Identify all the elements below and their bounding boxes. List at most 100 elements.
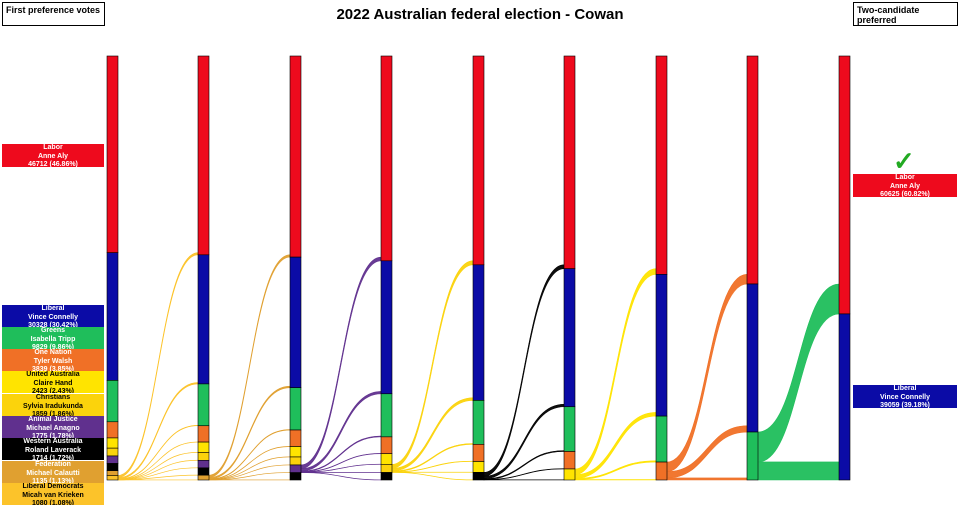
bar-round9-liberal <box>838 313 851 481</box>
candidate-label: United Australia Claire Hand 2423 (2.43%) <box>2 371 104 393</box>
flow-animal-justice-to-one-nation <box>300 453 382 473</box>
winner-check-icon: ✓ <box>893 146 915 176</box>
bar-round6-liberal <box>563 268 576 408</box>
flow-one-nation-to-greens <box>666 477 748 481</box>
final-label: 39059 (39.18%) <box>880 402 930 409</box>
candidate-party: Liberal <box>41 305 65 312</box>
candidate-label: Liberal Democrats Micah van Krieken 1080 (… <box>2 483 104 505</box>
bar-round1-united-australia <box>106 437 119 449</box>
bar-round1-one-nation <box>106 421 119 439</box>
bar-round6-greens <box>563 406 576 452</box>
candidate-label: Animal Justice Michael Anagno 1775 (1.78%) <box>2 416 104 438</box>
final-party: Liberal <box>893 385 917 392</box>
bar-round4-western-australia <box>380 472 393 481</box>
candidate-label: 9829 (9.86%) <box>31 344 75 349</box>
final-name: Anne Aly <box>889 182 921 190</box>
candidate-party: United Australia <box>26 371 80 378</box>
candidate-name: Micah van Krieken <box>22 491 84 499</box>
candidate-party: One Nation <box>34 349 72 356</box>
bar-round1-liberal <box>106 252 119 381</box>
bar-round2-united-australia <box>197 441 210 453</box>
bar-round8-greens <box>746 431 759 481</box>
bar-round9-labor <box>838 55 851 315</box>
candidate-label: Western Australia Roland Laverack 1714 (1.… <box>2 438 104 460</box>
flow-federation-to-greens <box>208 429 291 480</box>
final-candidate-label: Liberal Vince Connelly 39059 (39.18%) <box>853 385 957 409</box>
candidate-label: 1859 (1.86%) <box>31 411 75 416</box>
bar-round1-christians <box>106 447 119 457</box>
first-preference-box: First preference votes <box>2 2 105 26</box>
candidate-name: Michael Anagno <box>26 424 80 432</box>
flow-federation-to-labor <box>208 254 291 478</box>
bar-round4-united-australia <box>380 453 393 465</box>
bar-round2-one-nation <box>197 425 210 443</box>
candidate-label: 1775 (1.78%) <box>31 433 75 438</box>
bar-round3-greens <box>289 387 302 431</box>
bar-round5-liberal <box>472 264 485 401</box>
bar-round4-labor <box>380 55 393 262</box>
flow-greens-to-labor <box>757 283 840 463</box>
bar-round4-greens <box>380 393 393 438</box>
candidate-label: 1080 (1.08%) <box>31 500 75 505</box>
bar-round3-animal-justice <box>289 464 302 473</box>
flow-greens-to-liberal <box>757 461 840 481</box>
flow-animal-justice-to-labor <box>300 256 382 469</box>
bar-round6-one-nation <box>563 451 576 470</box>
candidate-name: Anne Aly <box>37 152 69 160</box>
candidate-party: Federation <box>35 461 71 468</box>
bar-round1-greens <box>106 380 119 423</box>
candidate-party: Greens <box>40 327 66 334</box>
candidate-label: 1714 (1.72%) <box>31 455 75 460</box>
bar-round4-liberal <box>380 260 393 395</box>
bar-round5-greens <box>472 400 485 445</box>
two-candidate-box: Two-candidate preferred <box>853 2 958 26</box>
bar-round5-one-nation <box>472 444 485 462</box>
candidate-label: 46712 (46.86%) <box>28 161 78 167</box>
bar-round2-animal-justice <box>197 460 210 469</box>
candidate-label: One Nation Tyler Walsh 3839 (3.85%) <box>2 349 104 371</box>
flow-united-australia-to-liberal <box>574 412 657 479</box>
bar-round5-labor <box>472 55 485 266</box>
bar-round2-christians <box>197 452 210 461</box>
bar-round2-greens <box>197 383 210 427</box>
bar-round1-labor <box>106 55 119 253</box>
bar-round8-labor <box>746 55 759 285</box>
final-label: 60625 (60.82%) <box>880 191 930 198</box>
flow-western-australia-to-labor <box>483 264 565 477</box>
bar-round3-western-australia <box>289 472 302 481</box>
bar-round7-liberal <box>655 274 668 417</box>
flow-christians-to-labor <box>391 260 474 469</box>
bar-round3-united-australia <box>289 446 302 458</box>
candidate-label: Labor Anne Aly 46712 (46.86%) <box>2 144 104 167</box>
flow-liberal-democrats-to-labor <box>117 252 199 478</box>
bar-round2-federation <box>197 474 210 481</box>
bar-round7-labor <box>655 55 668 275</box>
flow-one-nation-to-labor <box>666 274 748 473</box>
candidate-name: Sylvia Iradukunda <box>23 402 83 410</box>
bar-round1-western-australia <box>106 463 119 471</box>
bar-round7-greens <box>655 415 668 463</box>
bar-round4-one-nation <box>380 436 393 455</box>
bar-round5-united-australia <box>472 461 485 473</box>
bar-round3-liberal <box>289 256 302 388</box>
bar-round2-western-australia <box>197 467 210 476</box>
candidate-label: 30328 (30.42%) <box>28 322 78 327</box>
bar-round4-christians <box>380 464 393 473</box>
bar-round6-united-australia <box>563 468 576 481</box>
bar-round3-christians <box>289 456 302 466</box>
chart-title: 2022 Australian federal election - Cowan <box>336 6 624 23</box>
candidate-name: Michael Calautti <box>26 469 80 477</box>
candidate-name: Vince Connelly <box>27 313 79 321</box>
flow-christians-to-western-australia <box>391 472 474 481</box>
candidate-party: Liberal Democrats <box>22 483 84 490</box>
flow-animal-justice-to-western-australia <box>300 472 382 481</box>
candidate-label: Liberal Vince Connelly 30328 (30.42%) <box>2 305 104 327</box>
candidate-party: Western Australia <box>23 438 83 445</box>
bar-round7-one-nation <box>655 461 668 481</box>
flow-liberal-democrats-to-liberal <box>117 382 199 480</box>
bar-round3-labor <box>289 55 302 258</box>
candidate-label: Christians Sylvia Iradukunda 1859 (1.86%) <box>2 394 104 416</box>
candidate-label: Greens Isabella Tripp 9829 (9.86%) <box>2 327 104 349</box>
bar-round5-western-australia <box>472 472 485 481</box>
